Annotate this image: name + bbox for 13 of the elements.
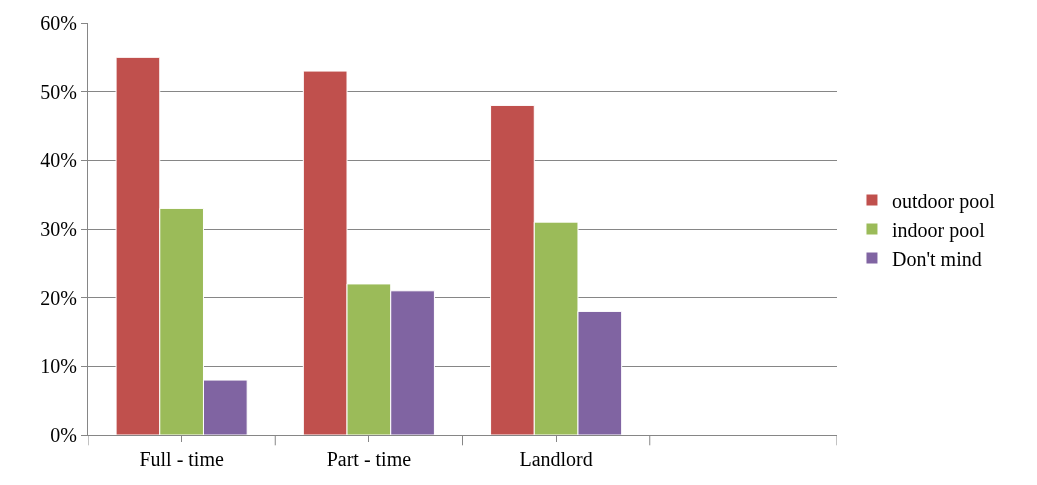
- y-tick-label: 0%: [50, 424, 77, 446]
- x-tick-label: Part - time: [326, 448, 412, 470]
- y-tick-label: 50%: [40, 80, 77, 103]
- legend-label: indoor pool: [891, 218, 986, 242]
- x-tick-label: Full - time: [139, 448, 224, 470]
- y-tick-label: 10%: [40, 355, 77, 378]
- y-tick-label: 40%: [40, 149, 77, 172]
- legend-label: Don't mind: [891, 247, 982, 270]
- legend-label: outdoor pool: [891, 189, 996, 213]
- x-tick-label: Landlord: [519, 448, 593, 470]
- y-tick-label: 20%: [40, 286, 77, 309]
- y-tick-label: 30%: [40, 218, 77, 240]
- y-tick-label: 60%: [40, 12, 77, 34]
